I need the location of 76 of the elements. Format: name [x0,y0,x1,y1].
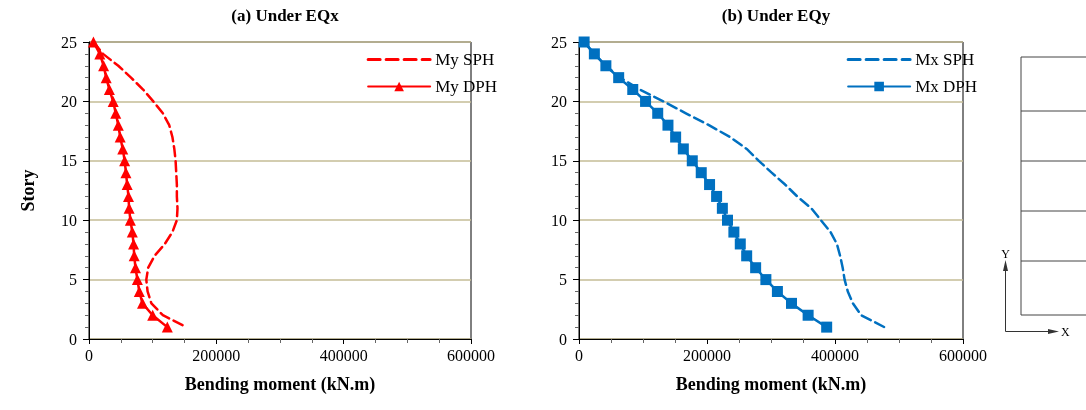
point [114,131,126,143]
point [802,309,814,321]
point [821,321,833,333]
y-tick-label: 10 [61,211,77,229]
point [107,95,119,107]
chart-title: (b) Under EQy [721,6,831,25]
x-tick-label: 400000 [811,346,859,364]
point [716,202,728,214]
x-tick-label: 200000 [192,346,241,364]
point [677,143,689,155]
point [133,285,145,297]
point [704,179,716,191]
y-axis-title: Story [18,169,38,212]
x-tick-label: 600000 [447,346,495,364]
point [613,72,625,84]
point [670,131,682,143]
point [136,297,148,309]
point [711,190,723,202]
point [100,72,112,84]
y-tick-label: 20 [551,92,567,110]
point [686,155,698,167]
point [98,60,110,72]
legend-label: My DPH [435,77,497,96]
x-tick-label: 600000 [939,346,987,364]
x-tick-label: 0 [575,346,583,364]
point [129,262,141,274]
y-tick-label: 15 [551,152,567,170]
x-tick-label: 0 [85,346,93,364]
x-tick-label: 400000 [319,346,368,364]
point [147,309,159,321]
point [161,321,173,333]
point [750,262,762,274]
text: X [1061,325,1070,339]
y-tick-label: 0 [69,330,77,348]
y-tick-label: 20 [61,92,77,110]
point [110,107,122,119]
point [128,238,140,250]
point [728,226,740,238]
legend-label: Mx SPH [915,50,975,69]
y-tick-label: 15 [61,152,77,170]
legend-label: Mx DPH [915,77,977,96]
point [121,179,133,191]
point [760,274,772,286]
point [588,48,600,60]
point [627,84,639,96]
point [600,60,612,72]
x-axis-title: Bending moment (kN.m) [184,374,376,395]
point [652,107,664,119]
point [640,95,652,107]
point [741,250,753,262]
y-tick-label: 0 [559,330,567,348]
y-tick-label: 25 [551,33,567,51]
point [120,167,132,179]
point [662,119,674,131]
point [131,274,143,286]
point [785,297,797,309]
point [126,226,138,238]
x-tick-label: 200000 [683,346,731,364]
y-tick-label: 5 [559,271,567,289]
point [94,48,106,60]
chart-title: (a) Under EQx [231,6,340,25]
point [112,119,124,131]
point [117,143,129,155]
point [119,155,131,167]
point [734,238,746,250]
y-tick-label: 25 [61,33,77,51]
point [721,214,733,226]
point [771,285,783,297]
x-axis-title: Bending moment (kN.m) [675,374,867,395]
y-tick-label: 10 [551,211,567,229]
point [578,36,590,48]
text: Y [1001,247,1011,261]
y-tick-label: 5 [69,271,77,289]
legend-label: My SPH [435,50,495,69]
point [103,84,115,96]
point [695,167,707,179]
